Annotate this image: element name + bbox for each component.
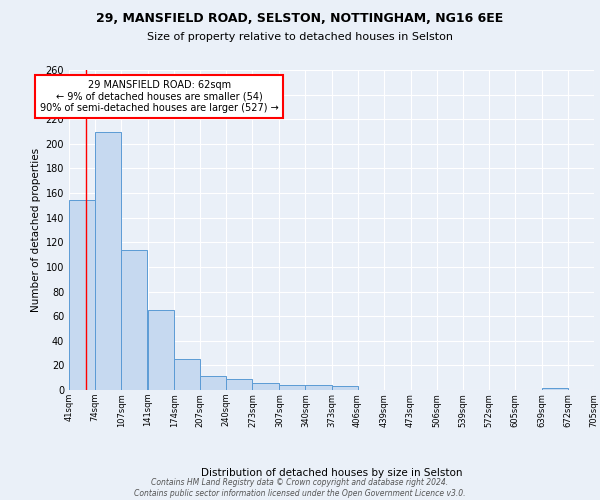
Text: Contains HM Land Registry data © Crown copyright and database right 2024.
Contai: Contains HM Land Registry data © Crown c… [134, 478, 466, 498]
Bar [226, 379, 253, 390]
Bar [174, 359, 200, 390]
Bar [148, 310, 174, 390]
X-axis label: Distribution of detached houses by size in Selston: Distribution of detached houses by size … [201, 468, 462, 478]
Bar [542, 388, 568, 390]
Bar [121, 250, 147, 390]
Bar [69, 200, 95, 390]
Bar [95, 132, 121, 390]
Bar [305, 385, 331, 390]
Bar [200, 376, 226, 390]
Bar [280, 385, 305, 390]
Bar [253, 382, 278, 390]
Bar [331, 386, 358, 390]
Text: 29, MANSFIELD ROAD, SELSTON, NOTTINGHAM, NG16 6EE: 29, MANSFIELD ROAD, SELSTON, NOTTINGHAM,… [97, 12, 503, 26]
Text: 29 MANSFIELD ROAD: 62sqm
← 9% of detached houses are smaller (54)
90% of semi-de: 29 MANSFIELD ROAD: 62sqm ← 9% of detache… [40, 80, 278, 113]
Y-axis label: Number of detached properties: Number of detached properties [31, 148, 41, 312]
Text: Size of property relative to detached houses in Selston: Size of property relative to detached ho… [147, 32, 453, 42]
